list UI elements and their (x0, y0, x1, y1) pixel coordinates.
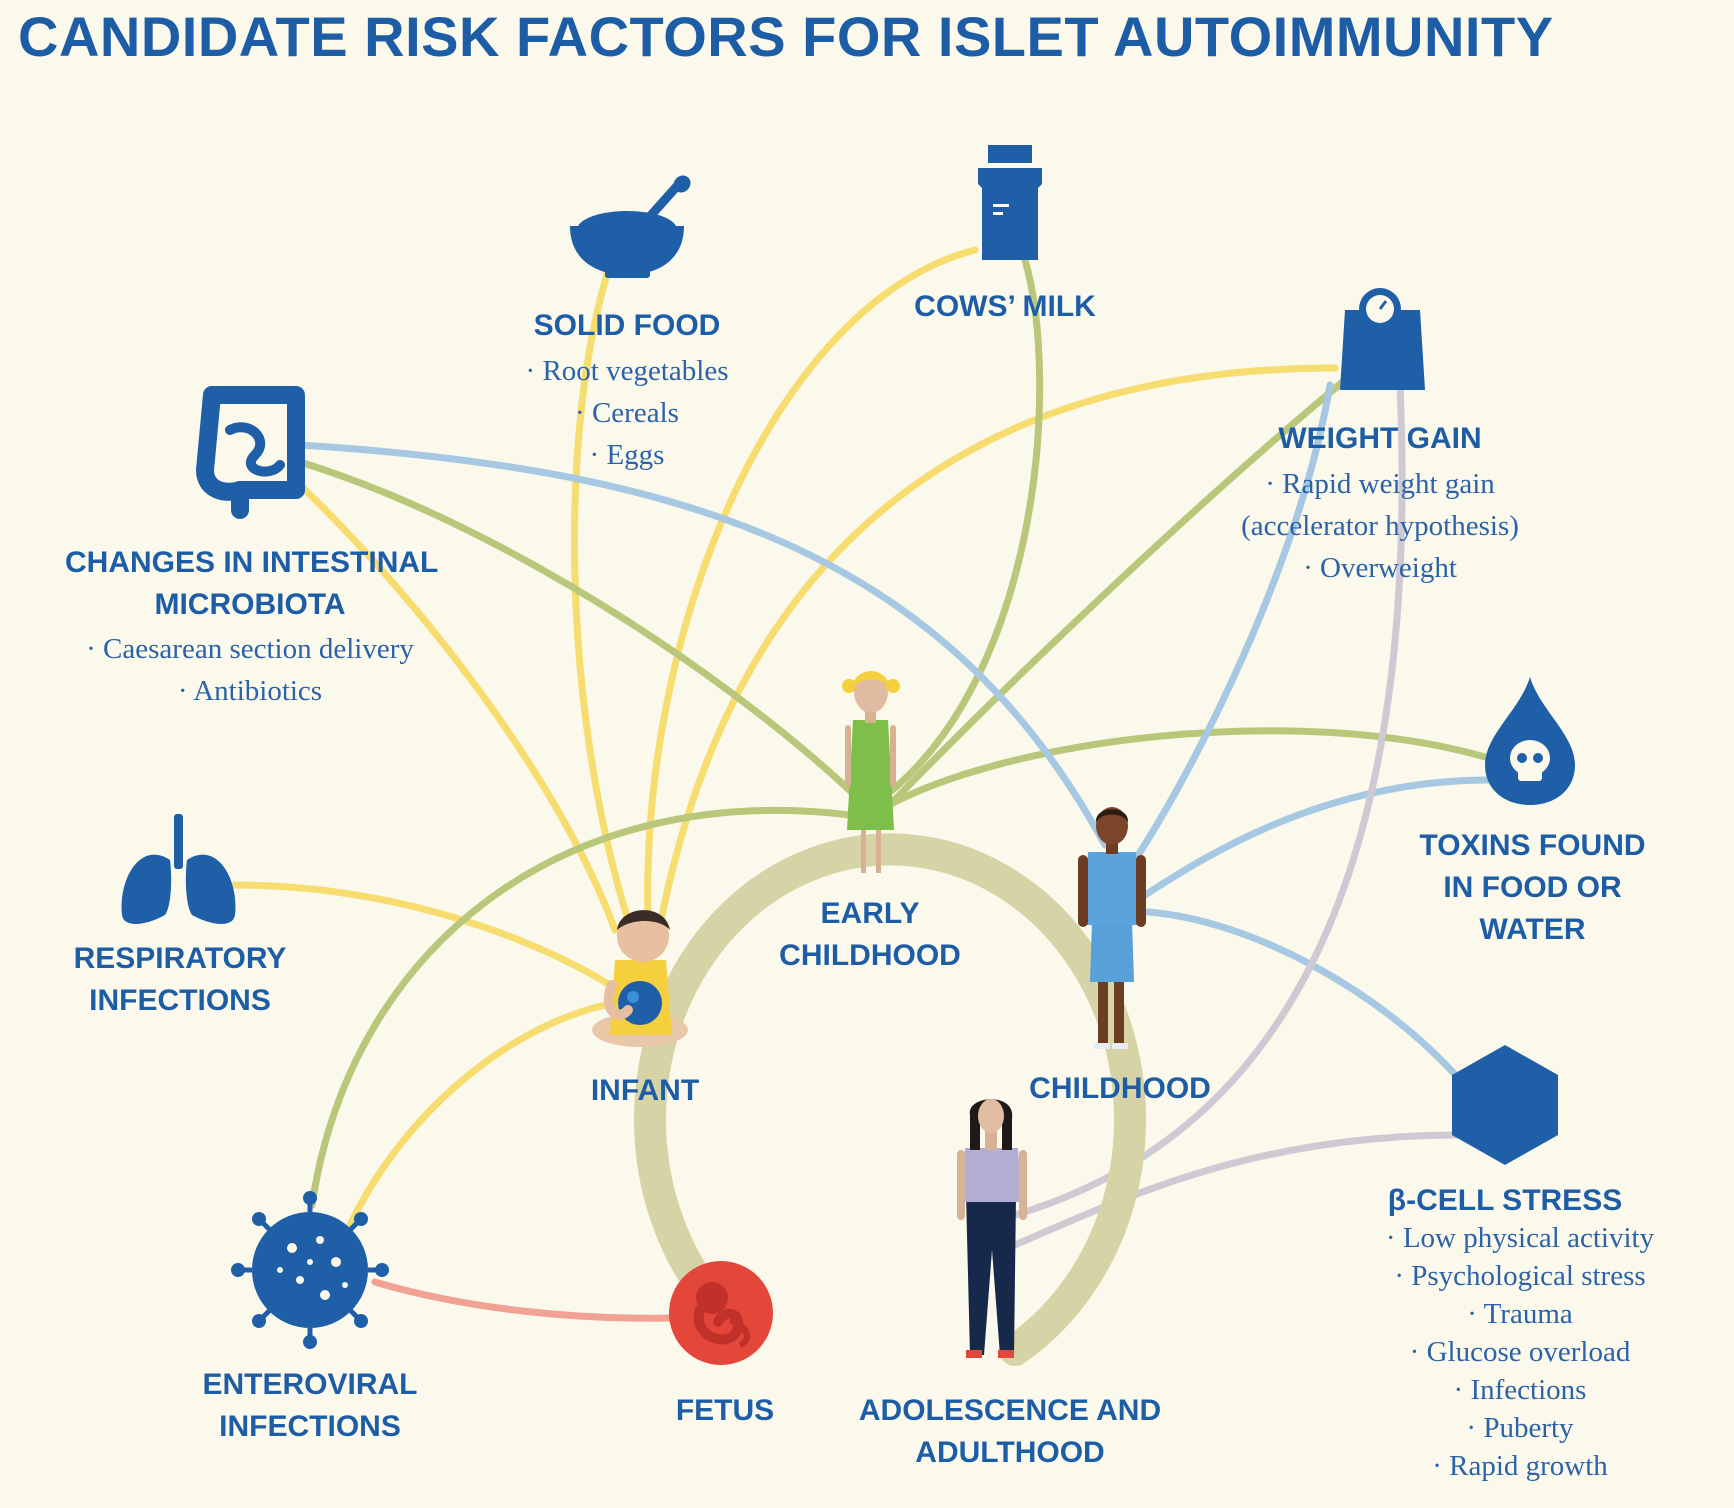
risk-item: Root vegetables (487, 350, 767, 392)
lungs-icon (121, 814, 236, 925)
bowl-icon (570, 175, 691, 278)
risk-label-weight-gain: WEIGHT GAIN (1278, 422, 1482, 455)
life-course-ring (634, 833, 1147, 1366)
link-microbiota-early-childhood (296, 458, 874, 814)
woman-icon (957, 1099, 1027, 1358)
link-solid-food-infant (570, 261, 632, 924)
risk-label-toxins: TOXINS FOUND IN FOOD OR WATER (1419, 829, 1646, 946)
risk-item: Infections (1335, 1371, 1705, 1409)
risk-label-beta-cell: β-CELL STRESS (1387, 1184, 1623, 1217)
stage-label-infant: INFANT (590, 1074, 700, 1107)
virus-icon (231, 1191, 389, 1349)
risk-item: Trauma (1335, 1295, 1705, 1333)
link-enteroviral-infant (346, 1001, 609, 1229)
link-weight-gain-early-childhood (881, 376, 1349, 814)
risk-item: Psychological stress (1335, 1257, 1705, 1295)
link-cows-milk-early-childhood (876, 256, 1044, 804)
boy-icon (1078, 807, 1146, 1049)
risk-item: Puberty (1335, 1409, 1705, 1447)
risk-item: Cereals (487, 392, 767, 434)
risk-item: Eggs (487, 434, 767, 476)
risk-item: Glucose overload (1335, 1333, 1705, 1371)
girl-icon (842, 671, 900, 873)
link-toxins-childhood (1141, 776, 1494, 899)
link-enteroviral-fetus (371, 1278, 676, 1322)
risk-label-enteroviral: ENTEROVIRAL INFECTIONS (202, 1368, 418, 1443)
risk-label-respiratory: RESPIRATORY INFECTIONS (73, 942, 287, 1017)
risk-item: Antibiotics (65, 670, 435, 712)
infant-icon (592, 910, 688, 1047)
risk-items-microbiota: Caesarean section delivery Antibiotics (65, 628, 435, 712)
stage-label-fetus: FETUS (675, 1394, 775, 1427)
fetus-icon (669, 1261, 773, 1365)
risk-item: Caesarean section delivery (65, 628, 435, 670)
toxin-drop-icon (1485, 677, 1575, 805)
risk-item: Rapid weight gain (1215, 463, 1545, 505)
link-weight-gain-childhood (1131, 381, 1334, 864)
stage-label-early-childhood: EARLY CHILDHOOD (779, 897, 961, 972)
milk-carton-icon (978, 145, 1042, 260)
risk-item: Overweight (1215, 547, 1545, 589)
risk-items-weight-gain: Rapid weight gain (accelerator hypothesi… (1215, 463, 1545, 589)
link-microbiota-infant (296, 481, 619, 934)
risk-label-cows-milk: COWS’ MILK (914, 290, 1096, 323)
link-respiratory-infant (231, 881, 614, 989)
risk-item: (accelerator hypothesis) (1241, 510, 1519, 542)
link-toxins-early-childhood (876, 727, 1499, 814)
scale-icon (1340, 288, 1425, 390)
link-cows-milk-infant (644, 246, 979, 924)
risk-item: Low physical activity (1335, 1219, 1705, 1257)
link-microbiota-childhood (296, 441, 1109, 849)
risk-label-microbiota: CHANGES IN INTESTINAL MICROBIOTA (65, 546, 439, 621)
stage-label-adolescence: ADOLESCENCE AND ADULTHOOD (858, 1394, 1162, 1469)
page-title: CANDIDATE RISK FACTORS FOR ISLET AUTOIMM… (18, 5, 1554, 68)
risk-item: Rapid growth (1335, 1447, 1705, 1485)
link-weight-gain-infant (656, 364, 1339, 929)
link-beta-cell-adolescence (1011, 1131, 1464, 1249)
risk-label-solid-food: SOLID FOOD (533, 309, 721, 342)
link-enteroviral-early-childhood (308, 807, 854, 1209)
risk-items-solid-food: Root vegetables Cereals Eggs (487, 350, 767, 476)
stage-label-childhood: CHILDHOOD (1029, 1072, 1211, 1105)
risk-items-beta-cell: Low physical activity Psychological stre… (1335, 1219, 1705, 1485)
intestine-icon (196, 386, 305, 519)
hexagon-icon (1452, 1045, 1558, 1165)
